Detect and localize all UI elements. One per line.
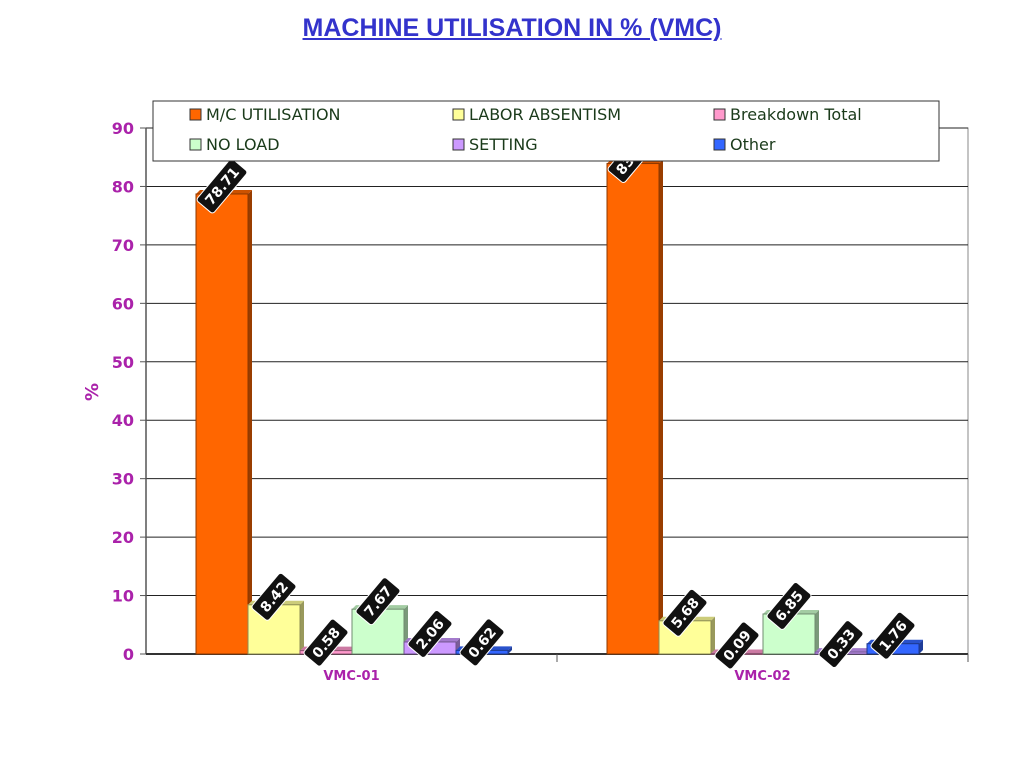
gridlines (145, 127, 969, 655)
legend-swatch (189, 138, 202, 151)
y-tick-label: 80 (112, 177, 134, 196)
bar-side (711, 616, 715, 654)
data-label: 0.58 (303, 618, 349, 667)
legend-swatch (452, 138, 465, 151)
legend-swatch (713, 108, 726, 121)
bars (195, 159, 923, 655)
data-label: 1.76 (870, 611, 916, 660)
bar (195, 193, 249, 655)
y-tick-label: 70 (112, 236, 134, 255)
data-labels: 78.718.420.587.672.060.6283.925.680.096.… (196, 128, 916, 670)
y-tick-label: 50 (112, 353, 134, 372)
data-label: 0.33 (818, 620, 864, 669)
y-tick-label: 20 (112, 528, 134, 547)
x-tick-label: VMC-01 (323, 669, 379, 684)
bar-side (508, 646, 512, 654)
legend-swatch (713, 138, 726, 151)
data-label: 0.62 (459, 618, 505, 667)
legend-label: Breakdown Total (730, 105, 862, 124)
data-label: 2.06 (407, 609, 453, 658)
plot-area (145, 127, 969, 655)
bar-side (919, 639, 923, 654)
legend-label: SETTING (469, 135, 538, 154)
bar-side (815, 609, 819, 654)
y-tick-label: 90 (112, 119, 134, 138)
bar-side (248, 189, 252, 655)
y-tick-label: 10 (112, 587, 134, 606)
legend-label: Other (730, 135, 776, 154)
bar-side (659, 159, 663, 654)
legend-swatch (452, 108, 465, 121)
legend-swatch (189, 108, 202, 121)
bar-side (300, 600, 304, 654)
legend-label: M/C UTILISATION (206, 105, 341, 124)
data-label: 0.09 (714, 621, 760, 670)
chart-title: MACHINE UTILISATION IN % (VMC) (302, 14, 722, 42)
legend-label: NO LOAD (206, 135, 280, 154)
legend-label: LABOR ABSENTISM (469, 105, 621, 124)
legend: M/C UTILISATION LABOR ABSENTISM Breakdown … (152, 100, 940, 162)
y-tick-label: 0 (123, 645, 134, 664)
x-tick-label: VMC-02 (734, 669, 790, 684)
y-tick-label: 30 (112, 470, 134, 489)
y-axis-label: % (82, 383, 103, 401)
y-tick-label: 40 (112, 411, 134, 430)
legend-box (152, 100, 940, 162)
y-tick-label: 60 (112, 294, 134, 313)
bar (606, 163, 660, 655)
